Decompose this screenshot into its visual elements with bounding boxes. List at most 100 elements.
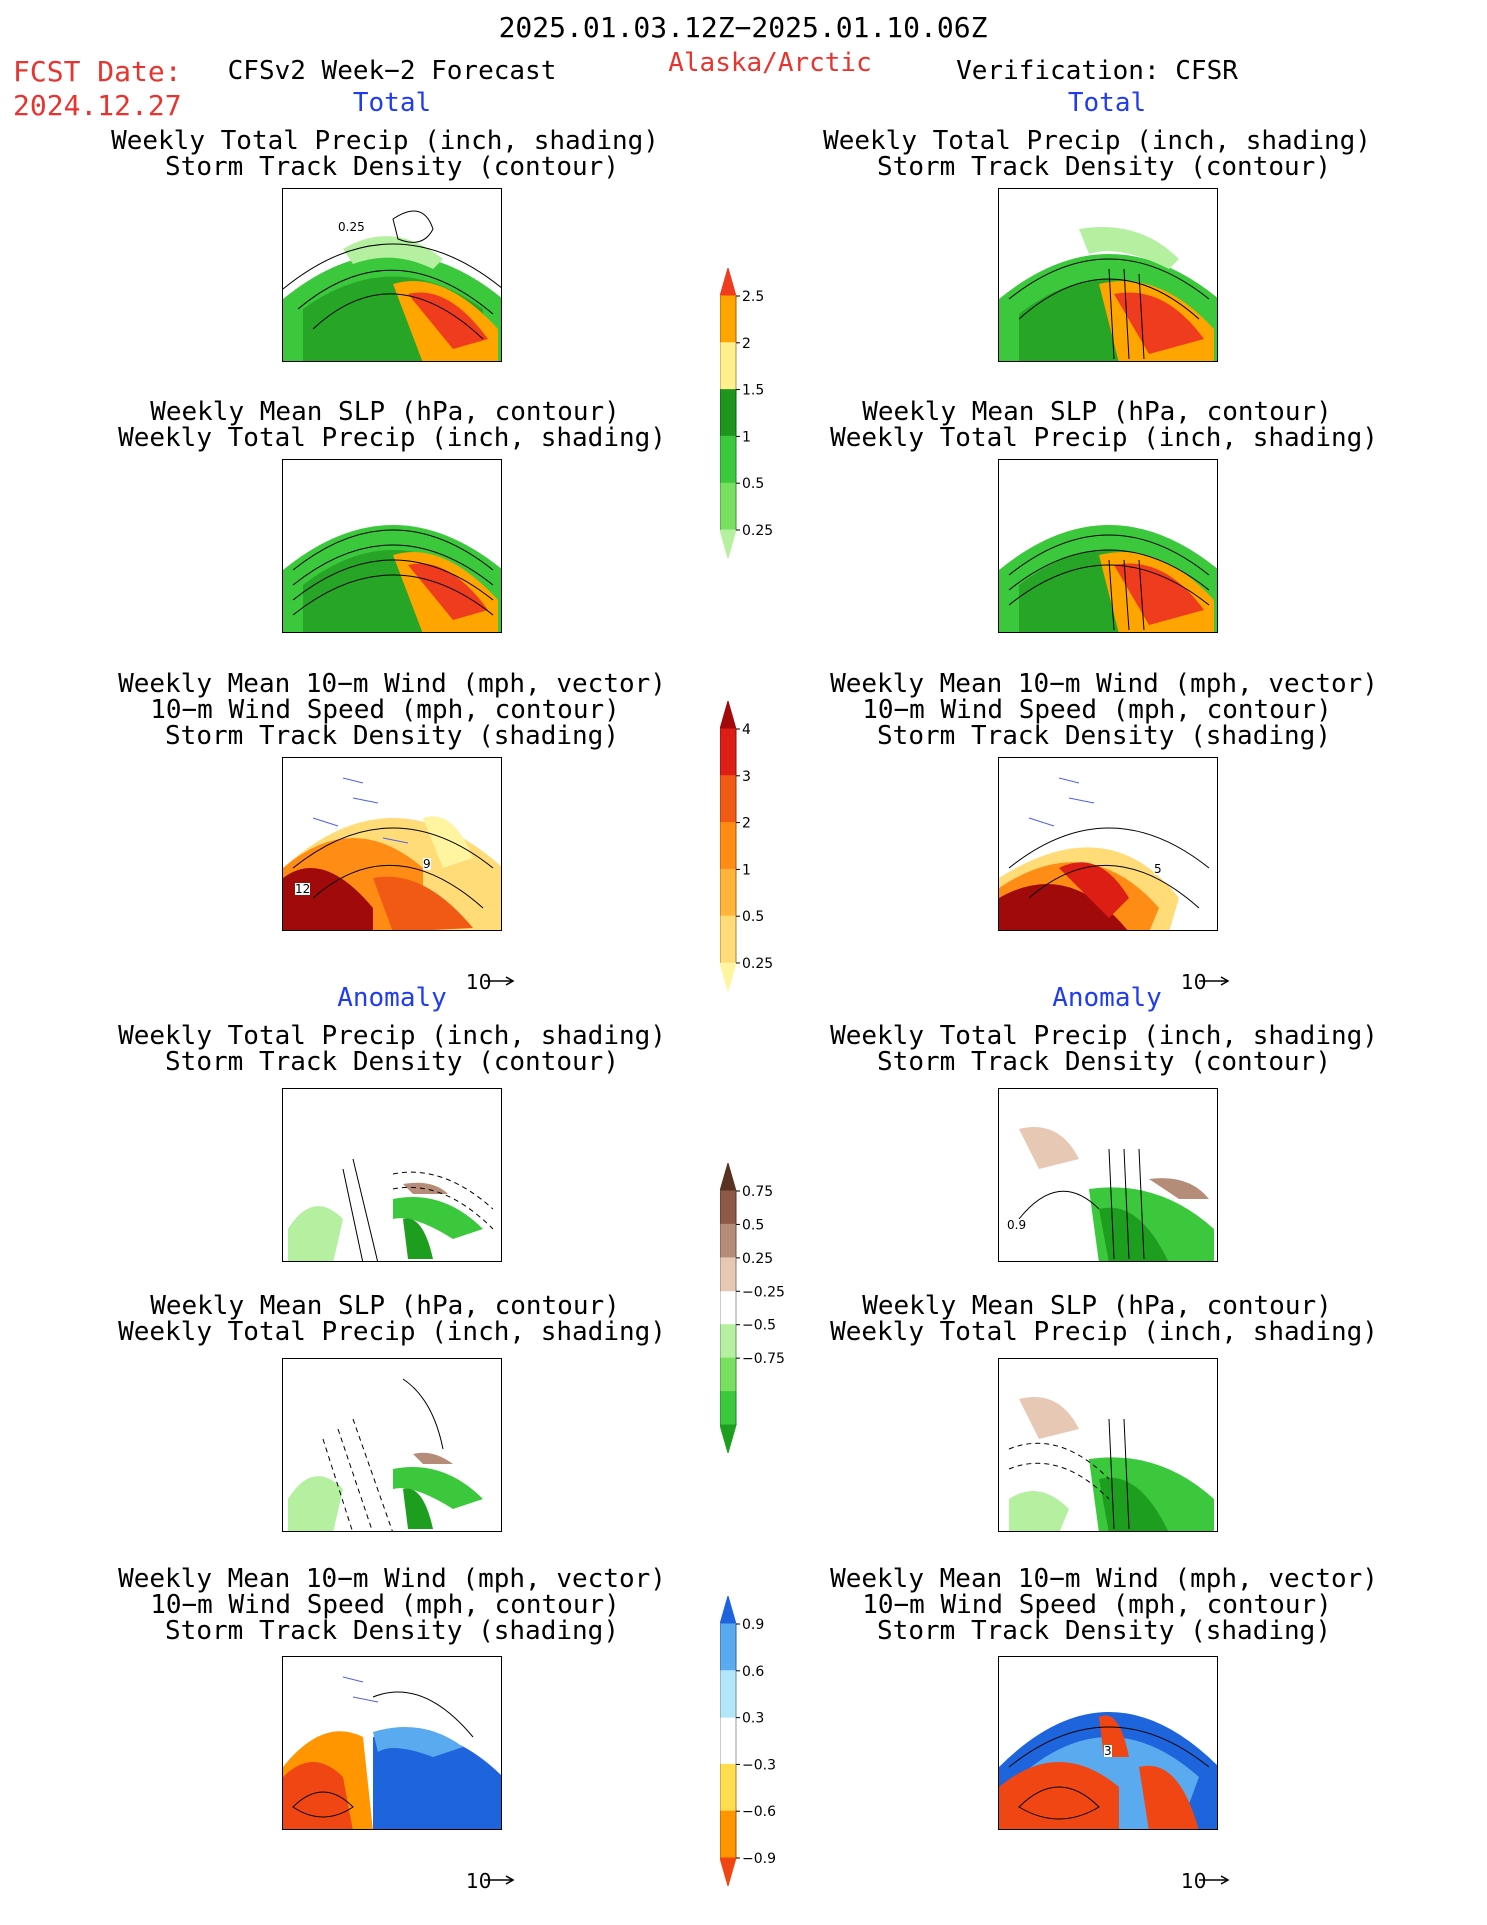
colorbar-segment (719, 435, 737, 484)
title-cfsr-total-precip-1: Weekly Total Precip (inch, shading) (823, 126, 1371, 156)
colorbar-segment (719, 1623, 737, 1672)
colorbar-segment (719, 775, 737, 824)
fcst-date-label: FCST Date: (13, 55, 182, 88)
contour-label: 3 (1104, 1744, 1112, 1758)
title-fcst-anom-wind-2: 10−m Wind Speed (mph, contour) (150, 1590, 620, 1620)
colorbar-tick-label: −0.3 (742, 1757, 776, 1773)
title-cfsr-total-slp-1: Weekly Mean SLP (hPa, contour) (862, 397, 1332, 427)
colorbar-segment (719, 1357, 737, 1393)
colorbar-segment (719, 1324, 737, 1359)
colorbar-tick-label: 0.5 (742, 1217, 764, 1233)
fcst-date-value: 2024.12.27 (13, 89, 182, 122)
title-cfsr-total-wind-1: Weekly Mean 10−m Wind (mph, vector) (830, 669, 1378, 699)
colorbar-tick-label: 0.5 (742, 476, 764, 492)
colorbar-segment (719, 1257, 737, 1292)
map-fcst-total-slp (282, 459, 502, 633)
colorbar-tick-label: −0.6 (742, 1804, 776, 1820)
vector-ref-cfsr-total (1178, 958, 1231, 990)
colorbar-tick-label: 2.5 (742, 289, 764, 305)
title-fcst-total-precip-1: Weekly Total Precip (inch, shading) (111, 126, 659, 156)
map-fcst-anom-slp (282, 1358, 502, 1532)
colorbar-segment (719, 482, 737, 531)
colorbar-segment (719, 699, 737, 730)
title-cfsr-anom-wind-1: Weekly Mean 10−m Wind (mph, vector) (830, 1564, 1378, 1594)
colorbar-segment (720, 1291, 736, 1325)
colorbar-tick-label: 0.75 (742, 1184, 773, 1200)
title-fcst-total-wind-2: 10−m Wind Speed (mph, contour) (150, 695, 620, 725)
colorbar-segment (719, 1763, 737, 1812)
title-fcst-anom-precip-1: Weekly Total Precip (inch, shading) (118, 1021, 666, 1051)
title-fcst-anom-slp-2: Weekly Total Precip (inch, shading) (118, 1317, 666, 1347)
section-anomaly-right: Anomaly (1052, 983, 1162, 1013)
colorbar-tick-label: −0.5 (742, 1318, 776, 1334)
title-fcst-anom-slp-1: Weekly Mean SLP (hPa, contour) (150, 1291, 620, 1321)
title-fcst-total-slp-1: Weekly Mean SLP (hPa, contour) (150, 397, 620, 427)
colorbar-segment (719, 1190, 737, 1225)
section-total-right: Total (1067, 88, 1147, 118)
colorbar-tick-label: −0.9 (742, 1851, 776, 1867)
title-fcst-total-wind-1: Weekly Mean 10−m Wind (mph, vector) (118, 669, 666, 699)
map-cfsr-total-precip (998, 188, 1218, 362)
map-fcst-total-wind: 12 9 (282, 757, 502, 931)
title-cfsr-total-wind-3: Storm Track Density (shading) (877, 721, 1331, 751)
colorbar-storm-anomaly: 0.9 0.6 0.3 −0.3 −0.6 −0.9 (719, 1594, 800, 1888)
vector-ref-label: 10 (466, 970, 492, 994)
title-fcst-anom-wind-3: Storm Track Density (shading) (165, 1616, 619, 1646)
colorbar-segment (719, 962, 737, 993)
vector-ref-cfsr-anom (1178, 1857, 1231, 1889)
colorbar-tick-label: 2 (742, 816, 751, 832)
title-cfsr-anom-slp-1: Weekly Mean SLP (hPa, contour) (862, 1291, 1332, 1321)
verification-title: Verification: CFSR (956, 56, 1238, 86)
vector-ref-fcst-total (463, 958, 516, 990)
colorbar-segment (719, 1391, 737, 1426)
colorbar-tick-label: 0.3 (742, 1711, 764, 1727)
map-cfsr-anom-slp (998, 1358, 1218, 1532)
map-cfsr-anom-precip: 0.9 (998, 1088, 1218, 1262)
title-fcst-total-wind-3: Storm Track Density (shading) (165, 721, 619, 751)
contour-label: 0.25 (338, 220, 365, 234)
contour-label: 0.9 (1007, 1218, 1027, 1232)
vector-ref-label: 10 (466, 1869, 492, 1893)
colorbar-segment (719, 915, 737, 964)
map-fcst-anom-wind (282, 1656, 502, 1830)
title-cfsr-anom-slp-2: Weekly Total Precip (inch, shading) (830, 1317, 1378, 1347)
section-total-left: Total (352, 88, 432, 118)
forecast-title: CFSv2 Week−2 Forecast (227, 56, 557, 86)
title-cfsr-anom-precip-1: Weekly Total Precip (inch, shading) (830, 1021, 1378, 1051)
colorbar-tick-label: 0.25 (742, 956, 773, 972)
colorbar-tick-label: 0.5 (742, 909, 764, 925)
map-fcst-anom-precip (282, 1088, 502, 1262)
colorbar-segment (719, 1810, 737, 1859)
map-cfsr-total-wind: 5 (998, 757, 1218, 931)
colorbar-tick-label: −0.75 (742, 1351, 785, 1367)
contour-label: 9 (423, 857, 431, 871)
title-cfsr-total-wind-2: 10−m Wind Speed (mph, contour) (862, 695, 1332, 725)
title-cfsr-total-precip-2: Storm Track Density (contour) (877, 152, 1331, 182)
title-cfsr-total-slp-2: Weekly Total Precip (inch, shading) (830, 423, 1378, 453)
title-cfsr-anom-wind-3: Storm Track Density (shading) (877, 1616, 1331, 1646)
colorbar-segment (719, 266, 737, 297)
colorbar-segment (719, 1670, 737, 1719)
colorbar-tick-label: 1 (742, 429, 751, 445)
colorbar-segment (719, 342, 737, 391)
colorbar-segment (719, 1424, 737, 1455)
region-title: Alaska/Arctic (668, 48, 872, 78)
colorbar-storm-total: 4 3 2 1 0.5 0.25 (719, 699, 790, 993)
valid-period-title: 2025.01.03.12Z−2025.01.10.06Z (498, 11, 988, 44)
colorbar-tick-label: 1 (742, 862, 751, 878)
colorbar-svg: 4 3 2 1 0.5 0.25 (719, 699, 773, 993)
colorbar-outline (719, 729, 737, 963)
colorbar-precip-total: 2.5 2 1.5 1 0.5 0.25 (719, 266, 790, 560)
colorbar-tick-label: 0.25 (742, 1251, 773, 1267)
colorbar-segment (719, 1857, 737, 1888)
section-anomaly-left: Anomaly (337, 983, 447, 1013)
vector-ref-label: 10 (1181, 1869, 1207, 1893)
title-fcst-anom-precip-2: Storm Track Density (contour) (165, 1047, 619, 1077)
colorbar-outline (719, 1624, 737, 1858)
title-fcst-total-precip-2: Storm Track Density (contour) (165, 152, 619, 182)
colorbar-segment (719, 295, 737, 344)
colorbar-segment (719, 728, 737, 777)
colorbar-outline (719, 1191, 737, 1425)
colorbar-segment (719, 868, 737, 917)
colorbar-tick-label: 0.25 (742, 523, 773, 539)
